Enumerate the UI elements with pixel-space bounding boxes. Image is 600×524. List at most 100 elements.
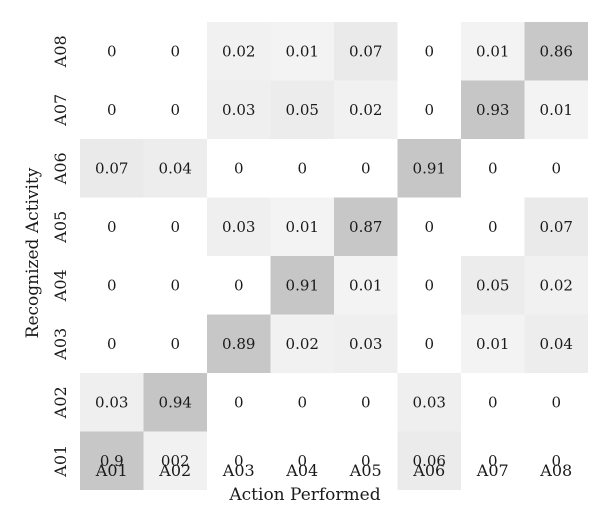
- heatmap-cell-A03-A05: [334, 314, 398, 373]
- heatmap-cell-A07-A07: [461, 80, 525, 139]
- cell-value-label: 0: [234, 159, 244, 177]
- cell-value-label: 0.01: [476, 335, 509, 353]
- cell-value-label: 0: [107, 101, 117, 119]
- cell-value-label: 0.04: [540, 335, 573, 353]
- heatmap-cell-A08-A04: [270, 22, 334, 81]
- cell-value-label: 0.06: [413, 452, 446, 470]
- cell-value-label: 0.02: [349, 101, 382, 119]
- cell-value-label: 0.01: [349, 276, 382, 294]
- cell-value-label: 0.02: [222, 42, 255, 60]
- cell-value-label: 0: [297, 159, 307, 177]
- heatmap-cell-A02-A03: [207, 373, 271, 432]
- heatmap-cell-A02-A02: [143, 373, 207, 432]
- heatmap-cell-A04-A03: [207, 256, 271, 315]
- heatmap-cell-A06-A07: [461, 139, 525, 198]
- cell-value-label: 0: [424, 276, 434, 294]
- y-tick-A01: A01: [51, 445, 70, 478]
- heatmap-cell-A02-A06: [397, 373, 461, 432]
- cell-value-label: 0: [107, 218, 117, 236]
- y-tick-A08: A08: [51, 35, 70, 68]
- cell-value-label: 0.87: [349, 218, 382, 236]
- heatmap-cell-A08-A07: [461, 22, 525, 81]
- x-tick-labels: A01 A02 A03 A04 A05 A06 A07 A08: [95, 461, 572, 480]
- heatmap-cell-A07-A01: [80, 80, 144, 139]
- cell-value-label: 0.01: [476, 42, 509, 60]
- x-tick-A06: A06: [412, 461, 445, 480]
- y-tick-A04: A04: [51, 269, 70, 302]
- heatmap-cell-A01-A04: [270, 431, 334, 490]
- heatmap-cell-A08-A06: [397, 22, 461, 81]
- heatmap-cell-A02-A04: [270, 373, 334, 432]
- cell-value-label: 0.03: [413, 393, 446, 411]
- heatmap-cell-A05-A03: [207, 197, 271, 256]
- heatmap-cell-A04-A06: [397, 256, 461, 315]
- heatmap-cell-A05-A07: [461, 197, 525, 256]
- cell-value-label: 0.91: [413, 159, 446, 177]
- cell-value-label: 0.01: [286, 42, 319, 60]
- heatmap-cell-A02-A08: [524, 373, 588, 432]
- x-tick-A05: A05: [349, 461, 382, 480]
- heatmap-cell-A05-A06: [397, 197, 461, 256]
- cell-value-label: 0: [551, 159, 561, 177]
- x-tick-A03: A03: [222, 461, 255, 480]
- cell-value-label: 0.03: [222, 101, 255, 119]
- cell-value-label: 0: [424, 218, 434, 236]
- cell-value-label: 0.07: [349, 42, 382, 60]
- heatmap-cell-A04-A07: [461, 256, 525, 315]
- heatmap-cell-A05-A02: [143, 197, 207, 256]
- y-tick-labels: A08 A07 A06 A05 A04 A03 A02 A01: [51, 35, 70, 477]
- heatmap-cell-A02-A07: [461, 373, 525, 432]
- heatmap-cell-A01-A02: [143, 431, 207, 490]
- heatmap-cell-A02-A05: [334, 373, 398, 432]
- cell-value-label: 0: [170, 276, 180, 294]
- heatmap-cell-A08-A08: [524, 22, 588, 81]
- heatmap-cell-A04-A02: [143, 256, 207, 315]
- cell-value-label: 0: [551, 452, 561, 470]
- cell-value-label: 0: [424, 42, 434, 60]
- heatmap-cell-A06-A01: [80, 139, 144, 198]
- heatmap-cell-A01-A08: [524, 431, 588, 490]
- cell-value-label: 0: [361, 159, 371, 177]
- cell-value-label: 002: [161, 452, 190, 470]
- heatmap-cell-A04-A05: [334, 256, 398, 315]
- heatmap-cell-A05-A08: [524, 197, 588, 256]
- x-tick-A04: A04: [285, 461, 318, 480]
- heatmap-cell-A05-A05: [334, 197, 398, 256]
- cell-value-label: 0: [361, 393, 371, 411]
- cell-value-label: 0: [297, 452, 307, 470]
- heatmap-cell-A07-A02: [143, 80, 207, 139]
- cell-value-label: 0: [488, 452, 498, 470]
- cell-value-label: 0.01: [540, 101, 573, 119]
- cell-value-label: 0.03: [95, 393, 128, 411]
- heatmap-cell-A05-A01: [80, 197, 144, 256]
- x-tick-A02: A02: [158, 461, 191, 480]
- cell-value-label: 0: [234, 276, 244, 294]
- heatmap-cell-A01-A07: [461, 431, 525, 490]
- heatmap-cell-A01-A03: [207, 431, 271, 490]
- heatmap-cell-A01-A06: [397, 431, 461, 490]
- cell-value-label: 0: [234, 393, 244, 411]
- cell-value-label: 0.02: [286, 335, 319, 353]
- heatmap-cell-A01-A01: [80, 431, 144, 490]
- cell-value-label: 0.89: [222, 335, 255, 353]
- heatmap-cell-A04-A01: [80, 256, 144, 315]
- cell-value-label: 0: [551, 393, 561, 411]
- heatmap-cell-A03-A01: [80, 314, 144, 373]
- cell-value-label: 0.91: [286, 276, 319, 294]
- cell-value-label: 0: [107, 42, 117, 60]
- heatmap-cell-A08-A01: [80, 22, 144, 81]
- heatmap-cell-A03-A03: [207, 314, 271, 373]
- heatmap-cell-A03-A07: [461, 314, 525, 373]
- cell-value-label: 0: [361, 452, 371, 470]
- heatmap-cell-A06-A05: [334, 139, 398, 198]
- y-tick-A02: A02: [51, 386, 70, 419]
- cell-value-label: 0.07: [540, 218, 573, 236]
- cell-value-label: 0: [170, 42, 180, 60]
- cell-value-label: 0.9: [100, 452, 124, 470]
- heatmap-cell-A03-A04: [270, 314, 334, 373]
- cell-value-label: 0.01: [286, 218, 319, 236]
- x-tick-A07: A07: [476, 461, 509, 480]
- cell-value-label: 0: [234, 452, 244, 470]
- cell-value-label: 0.07: [95, 159, 128, 177]
- heatmap-cell-A06-A06: [397, 139, 461, 198]
